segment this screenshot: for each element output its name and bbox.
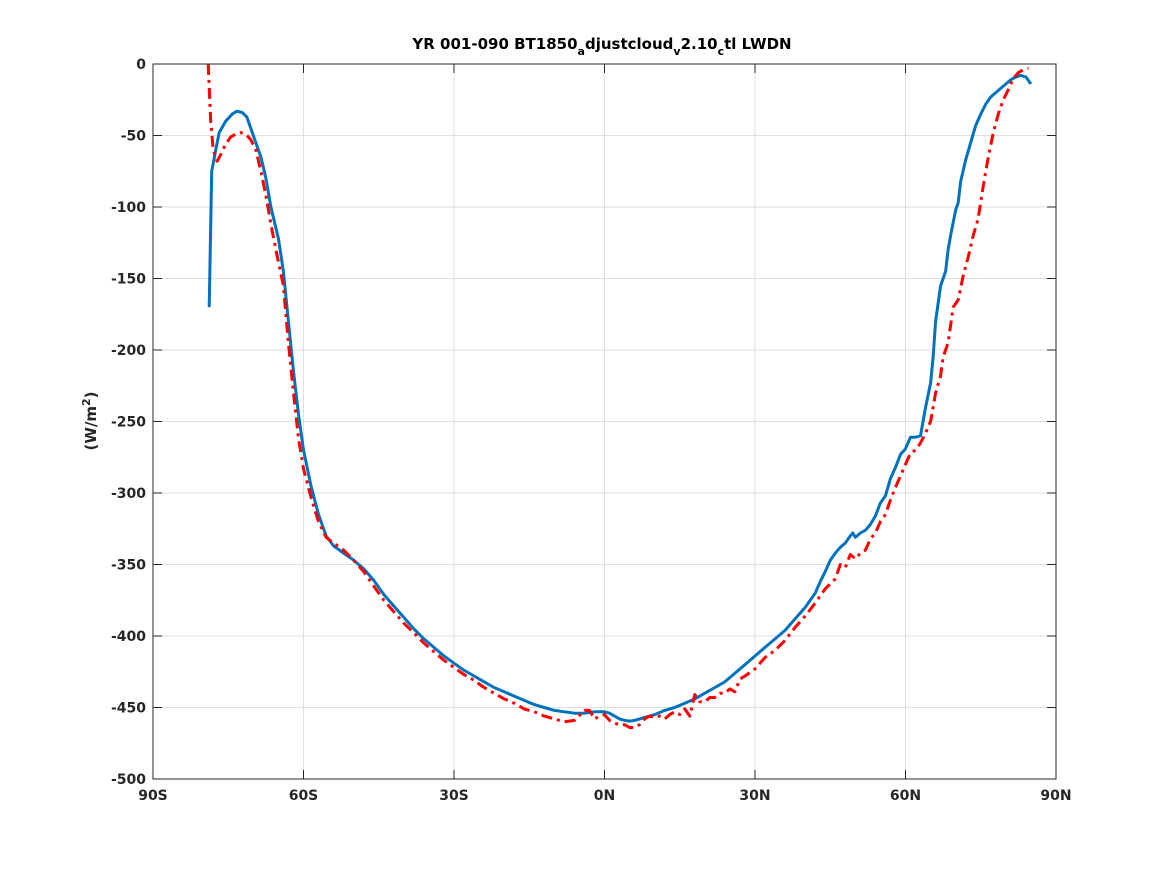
x-tick-label: 30S bbox=[439, 788, 469, 804]
series-line-dashdot-red bbox=[206, 63, 1029, 729]
chart-title: YR 001-090 BT1850adjustcloudv2.10ctl LWD… bbox=[411, 35, 791, 58]
x-tick-label: 60S bbox=[289, 788, 319, 804]
y-tick-label: -200 bbox=[111, 343, 146, 359]
y-tick-label: -500 bbox=[111, 772, 146, 788]
x-tick-label: 0N bbox=[594, 788, 615, 804]
ticks: 90S 60S 30S 0N 30N 60N 90N 0 -50 -100 -150 -200 -250… bbox=[111, 57, 1072, 804]
y-tick-label: -450 bbox=[111, 701, 146, 717]
x-tick-label: 60N bbox=[890, 788, 921, 804]
series-layer bbox=[206, 63, 1033, 729]
x-tick-label: 90N bbox=[1040, 788, 1071, 804]
y-tick-label: -300 bbox=[111, 486, 146, 502]
y-tick-label: -350 bbox=[111, 558, 146, 574]
y-axis-label: (W/m2) bbox=[80, 391, 100, 450]
y-tick-label: -400 bbox=[111, 629, 146, 645]
x-tick-label: 90S bbox=[138, 788, 168, 804]
y-tick-label: -150 bbox=[111, 272, 146, 288]
y-tick-label: -250 bbox=[111, 415, 146, 431]
y-tick-label: -100 bbox=[111, 200, 146, 216]
y-tick-label: 0 bbox=[136, 57, 146, 73]
y-tick-label: -50 bbox=[121, 129, 147, 145]
series-line-solid-blue bbox=[207, 73, 1033, 723]
x-tick-label: 30N bbox=[739, 788, 770, 804]
